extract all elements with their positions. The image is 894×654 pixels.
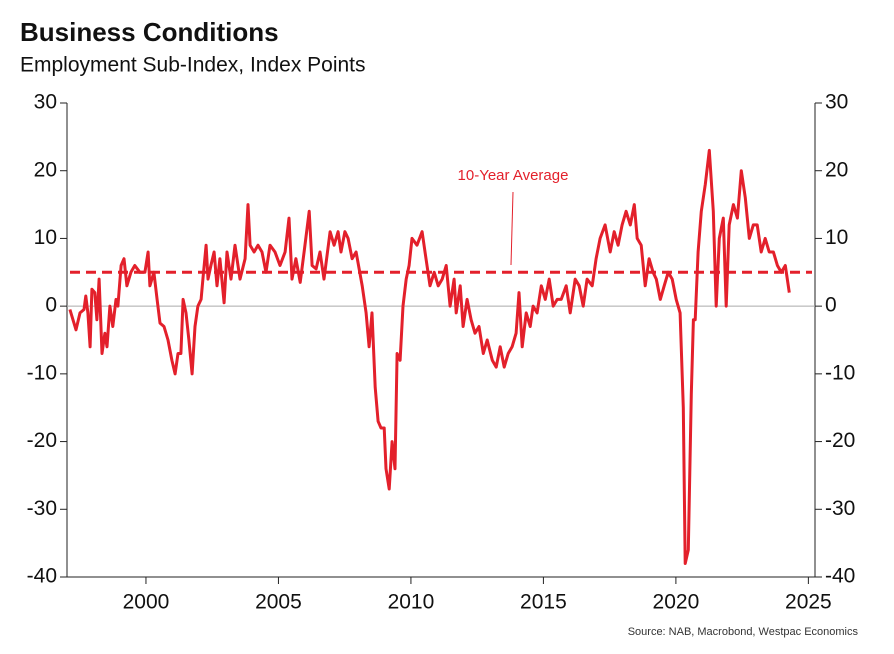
y-tick-label-left: 30	[34, 91, 57, 114]
y-tick-label-left: 20	[34, 158, 57, 181]
y-tick-label-left: -30	[27, 497, 57, 520]
chart-subtitle: Employment Sub-Index, Index Points	[20, 54, 366, 77]
x-tick-label: 2005	[255, 591, 302, 614]
y-tick-label-right: 30	[825, 91, 848, 114]
y-tick-label-left: 0	[45, 294, 57, 317]
x-tick-label: 2000	[123, 591, 170, 614]
y-tick-label-left: 10	[34, 226, 57, 249]
source-note: Source: NAB, Macrobond, Westpac Economic…	[628, 626, 859, 638]
y-tick-label-left: -10	[27, 361, 57, 384]
annotation-label: 10-Year Average	[458, 167, 569, 184]
annotation-connector	[510, 191, 514, 266]
y-tick-label-right: 0	[825, 294, 837, 317]
y-tick-label-right: 10	[825, 226, 848, 249]
y-tick-label-left: -40	[27, 565, 57, 588]
chart-title: Business Conditions	[20, 17, 279, 47]
y-tick-label-right: -30	[825, 497, 855, 520]
x-tick-label: 2015	[520, 591, 567, 614]
x-tick-label: 2020	[653, 591, 700, 614]
y-tick-label-right: -40	[825, 565, 855, 588]
data-line	[68, 148, 791, 565]
y-tick-label-right: 20	[825, 158, 848, 181]
x-tick-label: 2025	[785, 591, 832, 614]
y-tick-label-right: -20	[825, 429, 855, 452]
y-tick-label-right: -10	[825, 361, 855, 384]
y-tick-label-left: -20	[27, 429, 57, 452]
x-tick-label: 2010	[388, 591, 435, 614]
